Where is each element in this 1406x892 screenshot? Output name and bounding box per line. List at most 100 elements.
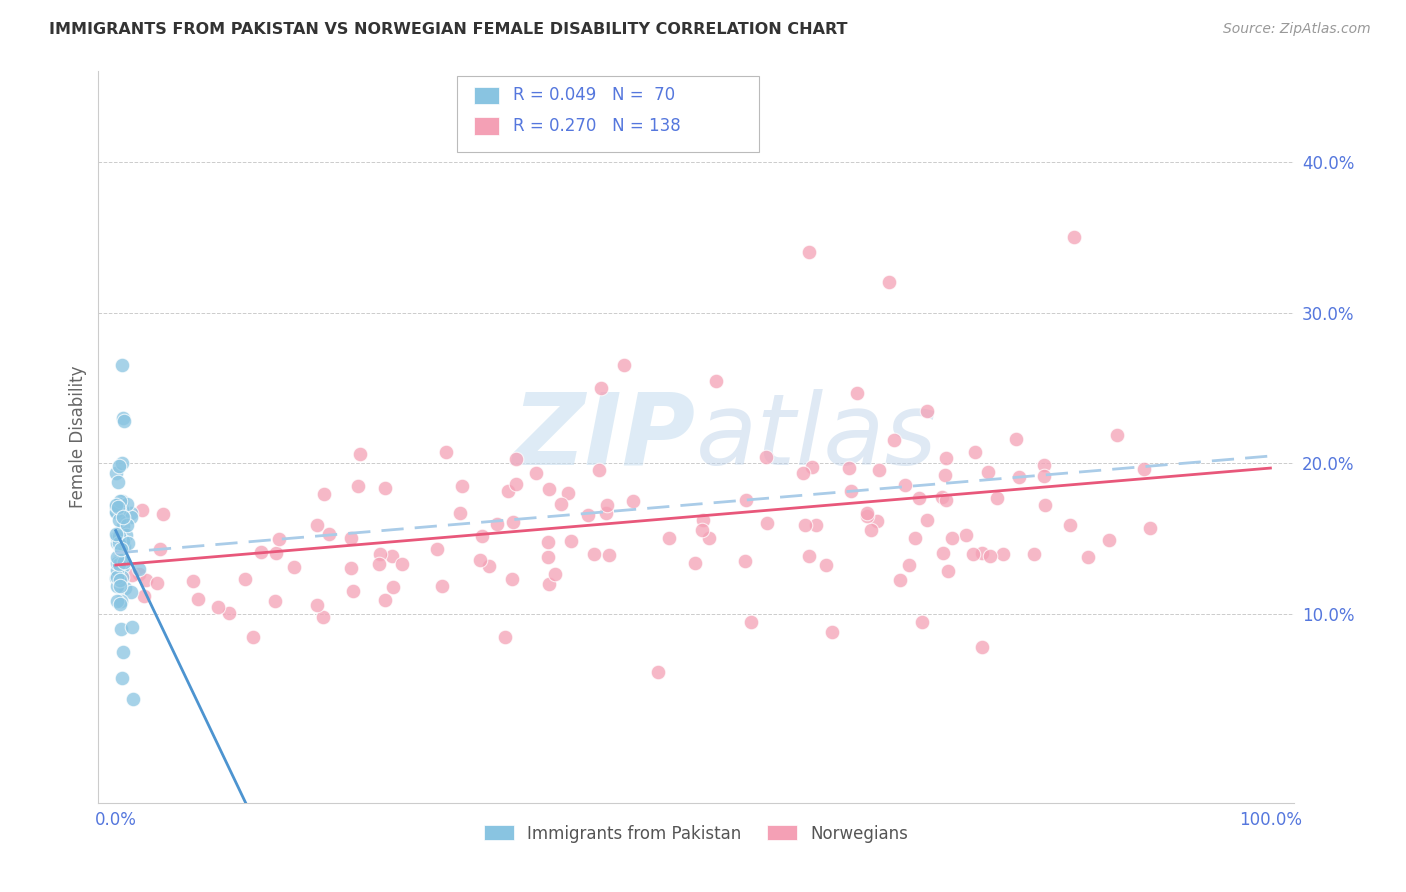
Point bbox=[883, 433, 905, 447]
Point bbox=[537, 549, 560, 564]
Point bbox=[524, 466, 547, 480]
Point bbox=[105, 563, 128, 577]
Point bbox=[318, 527, 340, 541]
Point bbox=[734, 554, 756, 568]
Point bbox=[621, 493, 644, 508]
Point bbox=[114, 555, 136, 569]
Point bbox=[1032, 468, 1054, 483]
Point bbox=[470, 553, 492, 567]
Point bbox=[128, 562, 150, 576]
Point bbox=[381, 549, 404, 563]
Point bbox=[1098, 533, 1121, 547]
Point bbox=[374, 481, 396, 495]
Point bbox=[820, 625, 842, 640]
Point bbox=[934, 468, 956, 483]
Point bbox=[342, 583, 364, 598]
Point bbox=[107, 497, 129, 511]
Point bbox=[889, 574, 911, 588]
Point bbox=[692, 513, 714, 527]
Point bbox=[868, 463, 890, 477]
Point bbox=[283, 560, 305, 574]
Point bbox=[105, 466, 128, 480]
Point bbox=[242, 630, 264, 644]
Point bbox=[187, 592, 209, 607]
Point bbox=[368, 547, 391, 561]
Point bbox=[550, 497, 572, 511]
Point bbox=[755, 450, 778, 464]
Point bbox=[368, 557, 391, 571]
Point bbox=[970, 640, 993, 655]
Point bbox=[114, 581, 136, 595]
Point bbox=[647, 665, 669, 679]
Point bbox=[108, 503, 131, 517]
Point bbox=[544, 567, 567, 582]
Point bbox=[793, 518, 815, 533]
Point bbox=[307, 517, 329, 532]
Text: R = 0.270   N = 138: R = 0.270 N = 138 bbox=[513, 117, 681, 135]
Point bbox=[110, 526, 132, 541]
Point bbox=[839, 484, 862, 499]
Point bbox=[690, 523, 713, 537]
Point bbox=[381, 580, 404, 594]
Point bbox=[105, 502, 128, 516]
Point bbox=[683, 556, 706, 570]
Point bbox=[1133, 462, 1156, 476]
Point bbox=[108, 574, 131, 588]
Point bbox=[1063, 230, 1085, 244]
Point bbox=[931, 490, 953, 504]
Point bbox=[105, 571, 128, 585]
Point bbox=[846, 385, 869, 400]
Point bbox=[107, 594, 129, 608]
Point bbox=[105, 535, 128, 549]
Point bbox=[915, 513, 938, 527]
Point bbox=[307, 598, 329, 612]
Point bbox=[478, 559, 501, 574]
Point bbox=[1005, 433, 1028, 447]
Point bbox=[1033, 498, 1056, 512]
Point bbox=[115, 517, 138, 532]
Point bbox=[1007, 470, 1029, 484]
Point bbox=[935, 492, 957, 507]
Point bbox=[993, 547, 1015, 561]
Point bbox=[110, 559, 132, 574]
Text: ZIP: ZIP bbox=[513, 389, 696, 485]
Point bbox=[449, 506, 471, 520]
Point bbox=[120, 585, 142, 599]
Point bbox=[112, 539, 135, 553]
Point bbox=[107, 554, 129, 568]
Point bbox=[207, 600, 229, 615]
Point bbox=[505, 451, 527, 466]
Point bbox=[340, 531, 363, 545]
Point bbox=[502, 515, 524, 529]
Point bbox=[374, 593, 396, 607]
Point bbox=[105, 500, 128, 515]
Point bbox=[879, 276, 901, 290]
Point bbox=[936, 565, 959, 579]
Point bbox=[485, 517, 508, 532]
Point bbox=[111, 502, 134, 516]
Point bbox=[107, 513, 129, 527]
Point bbox=[1032, 458, 1054, 472]
Point bbox=[218, 607, 240, 621]
Point bbox=[149, 542, 172, 557]
Point bbox=[121, 620, 143, 634]
Point bbox=[917, 403, 939, 417]
Point bbox=[110, 594, 132, 608]
Point bbox=[557, 486, 579, 500]
Point bbox=[432, 578, 454, 592]
Point bbox=[856, 509, 879, 524]
Point bbox=[935, 451, 957, 466]
Point bbox=[108, 493, 131, 508]
Point bbox=[931, 546, 953, 560]
Point bbox=[111, 457, 134, 471]
Point bbox=[907, 491, 929, 505]
Point bbox=[110, 508, 132, 522]
Point bbox=[146, 576, 169, 591]
Point bbox=[152, 507, 174, 521]
Point bbox=[797, 245, 820, 260]
Point bbox=[235, 572, 257, 586]
Point bbox=[110, 579, 132, 593]
Point bbox=[108, 536, 131, 550]
Point bbox=[977, 465, 1000, 479]
Point bbox=[986, 491, 1008, 505]
